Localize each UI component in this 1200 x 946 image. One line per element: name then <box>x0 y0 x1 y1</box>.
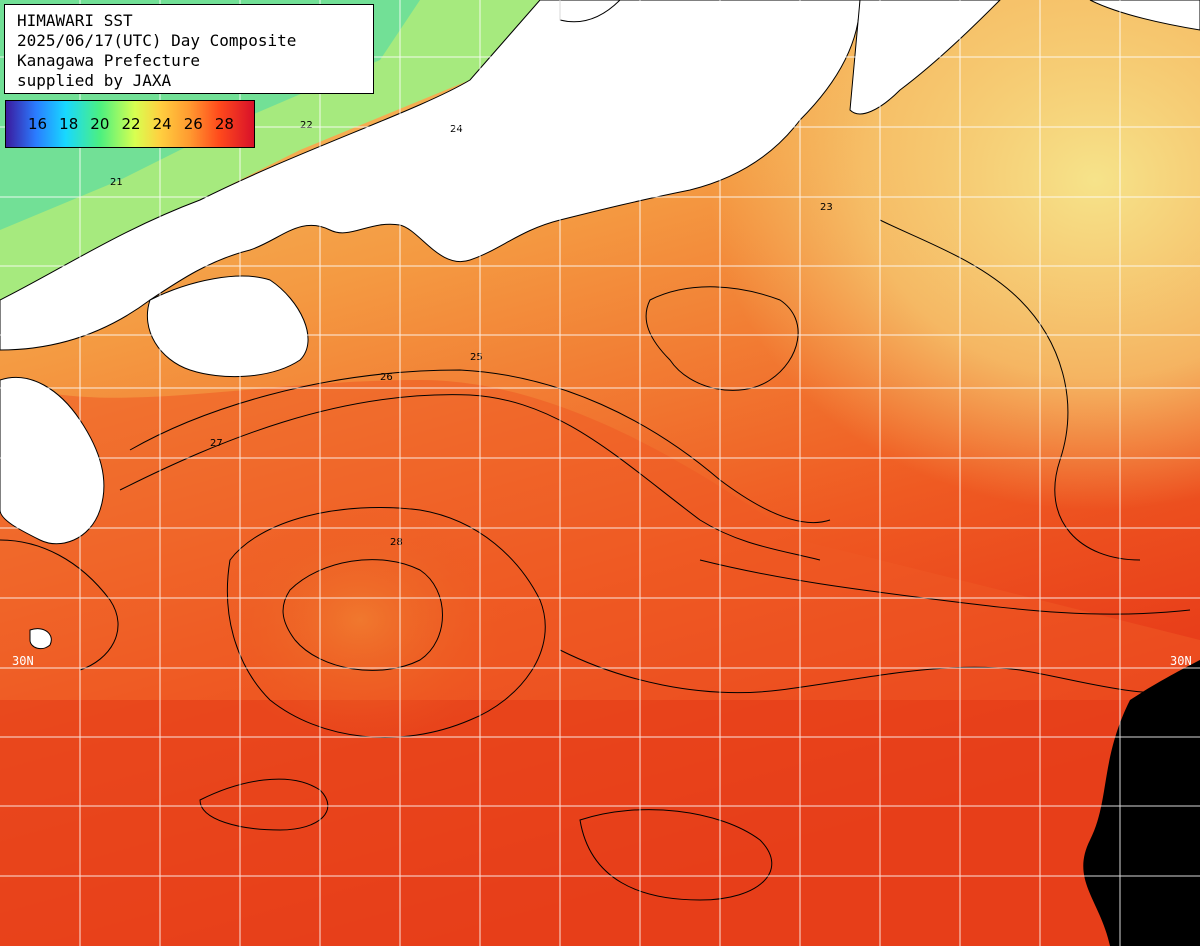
contour-label: 22 <box>300 120 313 131</box>
contour-24-east <box>879 219 1141 561</box>
contour-label-group: 21 22 23 24 25 26 27 28 <box>110 120 833 548</box>
source-line: supplied by JAXA <box>17 71 172 90</box>
contour-25 <box>129 369 831 524</box>
contour-label: 27 <box>210 438 223 449</box>
legend-value: 18 <box>59 115 79 133</box>
date-line: 2025/06/17(UTC) Day Composite <box>17 31 297 50</box>
contour-28-patch <box>579 809 773 901</box>
isotherm-contours <box>0 219 1191 901</box>
legend-values: 16 18 20 22 24 26 28 <box>6 115 254 133</box>
legend-value: 24 <box>152 115 172 133</box>
contour-cool-patch <box>645 286 799 391</box>
temperature-color-legend: 16 18 20 22 24 26 28 <box>5 100 255 148</box>
contour-label: 28 <box>390 537 403 548</box>
latitude-label-left: 30N <box>12 654 34 668</box>
kyushu <box>0 376 105 545</box>
legend-value: 22 <box>121 115 141 133</box>
warm-water-south <box>0 700 1200 946</box>
legend-value: 20 <box>90 115 110 133</box>
tanegashima <box>29 628 52 650</box>
warm-eddy <box>210 500 510 740</box>
cloud-mask <box>1083 660 1200 946</box>
contour-label: 21 <box>110 177 123 188</box>
land <box>0 0 1200 650</box>
contour-label: 26 <box>380 372 393 383</box>
contour-eddy-inner <box>282 559 443 671</box>
contour-label: 25 <box>470 352 483 363</box>
legend-value: 28 <box>214 115 234 133</box>
title-line: HIMAWARI SST <box>17 11 133 30</box>
contour-26 <box>119 394 821 561</box>
contour-27-west <box>0 539 119 671</box>
contour-26-east <box>699 559 1191 615</box>
contour-27-south <box>559 649 1191 694</box>
contour-27-patch <box>199 778 329 831</box>
region-line: Kanagawa Prefecture <box>17 51 201 70</box>
contour-label: 24 <box>450 124 463 135</box>
honshu-main <box>0 0 861 351</box>
honshu-north-tip <box>559 0 621 23</box>
legend-value: 26 <box>183 115 203 133</box>
shikoku <box>146 275 309 377</box>
contour-eddy-outer <box>226 507 546 738</box>
legend-value: 16 <box>28 115 48 133</box>
contour-label: 23 <box>820 202 833 213</box>
latitude-label-right: 30N <box>1170 654 1192 668</box>
map-title-box: HIMAWARI SST 2025/06/17(UTC) Day Composi… <box>4 4 374 94</box>
